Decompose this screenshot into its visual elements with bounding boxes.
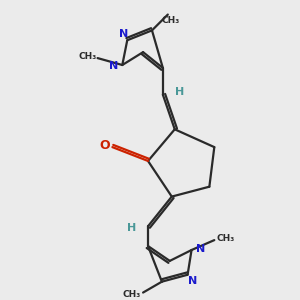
- Text: H: H: [175, 87, 184, 97]
- Text: H: H: [127, 223, 136, 233]
- Text: N: N: [188, 276, 198, 286]
- Text: CH₃: CH₃: [217, 234, 235, 243]
- Text: CH₃: CH₃: [162, 16, 180, 25]
- Text: N: N: [119, 29, 128, 39]
- Text: CH₃: CH₃: [78, 52, 96, 61]
- Text: N: N: [196, 244, 205, 254]
- Text: N: N: [110, 61, 118, 71]
- Text: CH₃: CH₃: [123, 290, 141, 298]
- Text: O: O: [100, 139, 110, 152]
